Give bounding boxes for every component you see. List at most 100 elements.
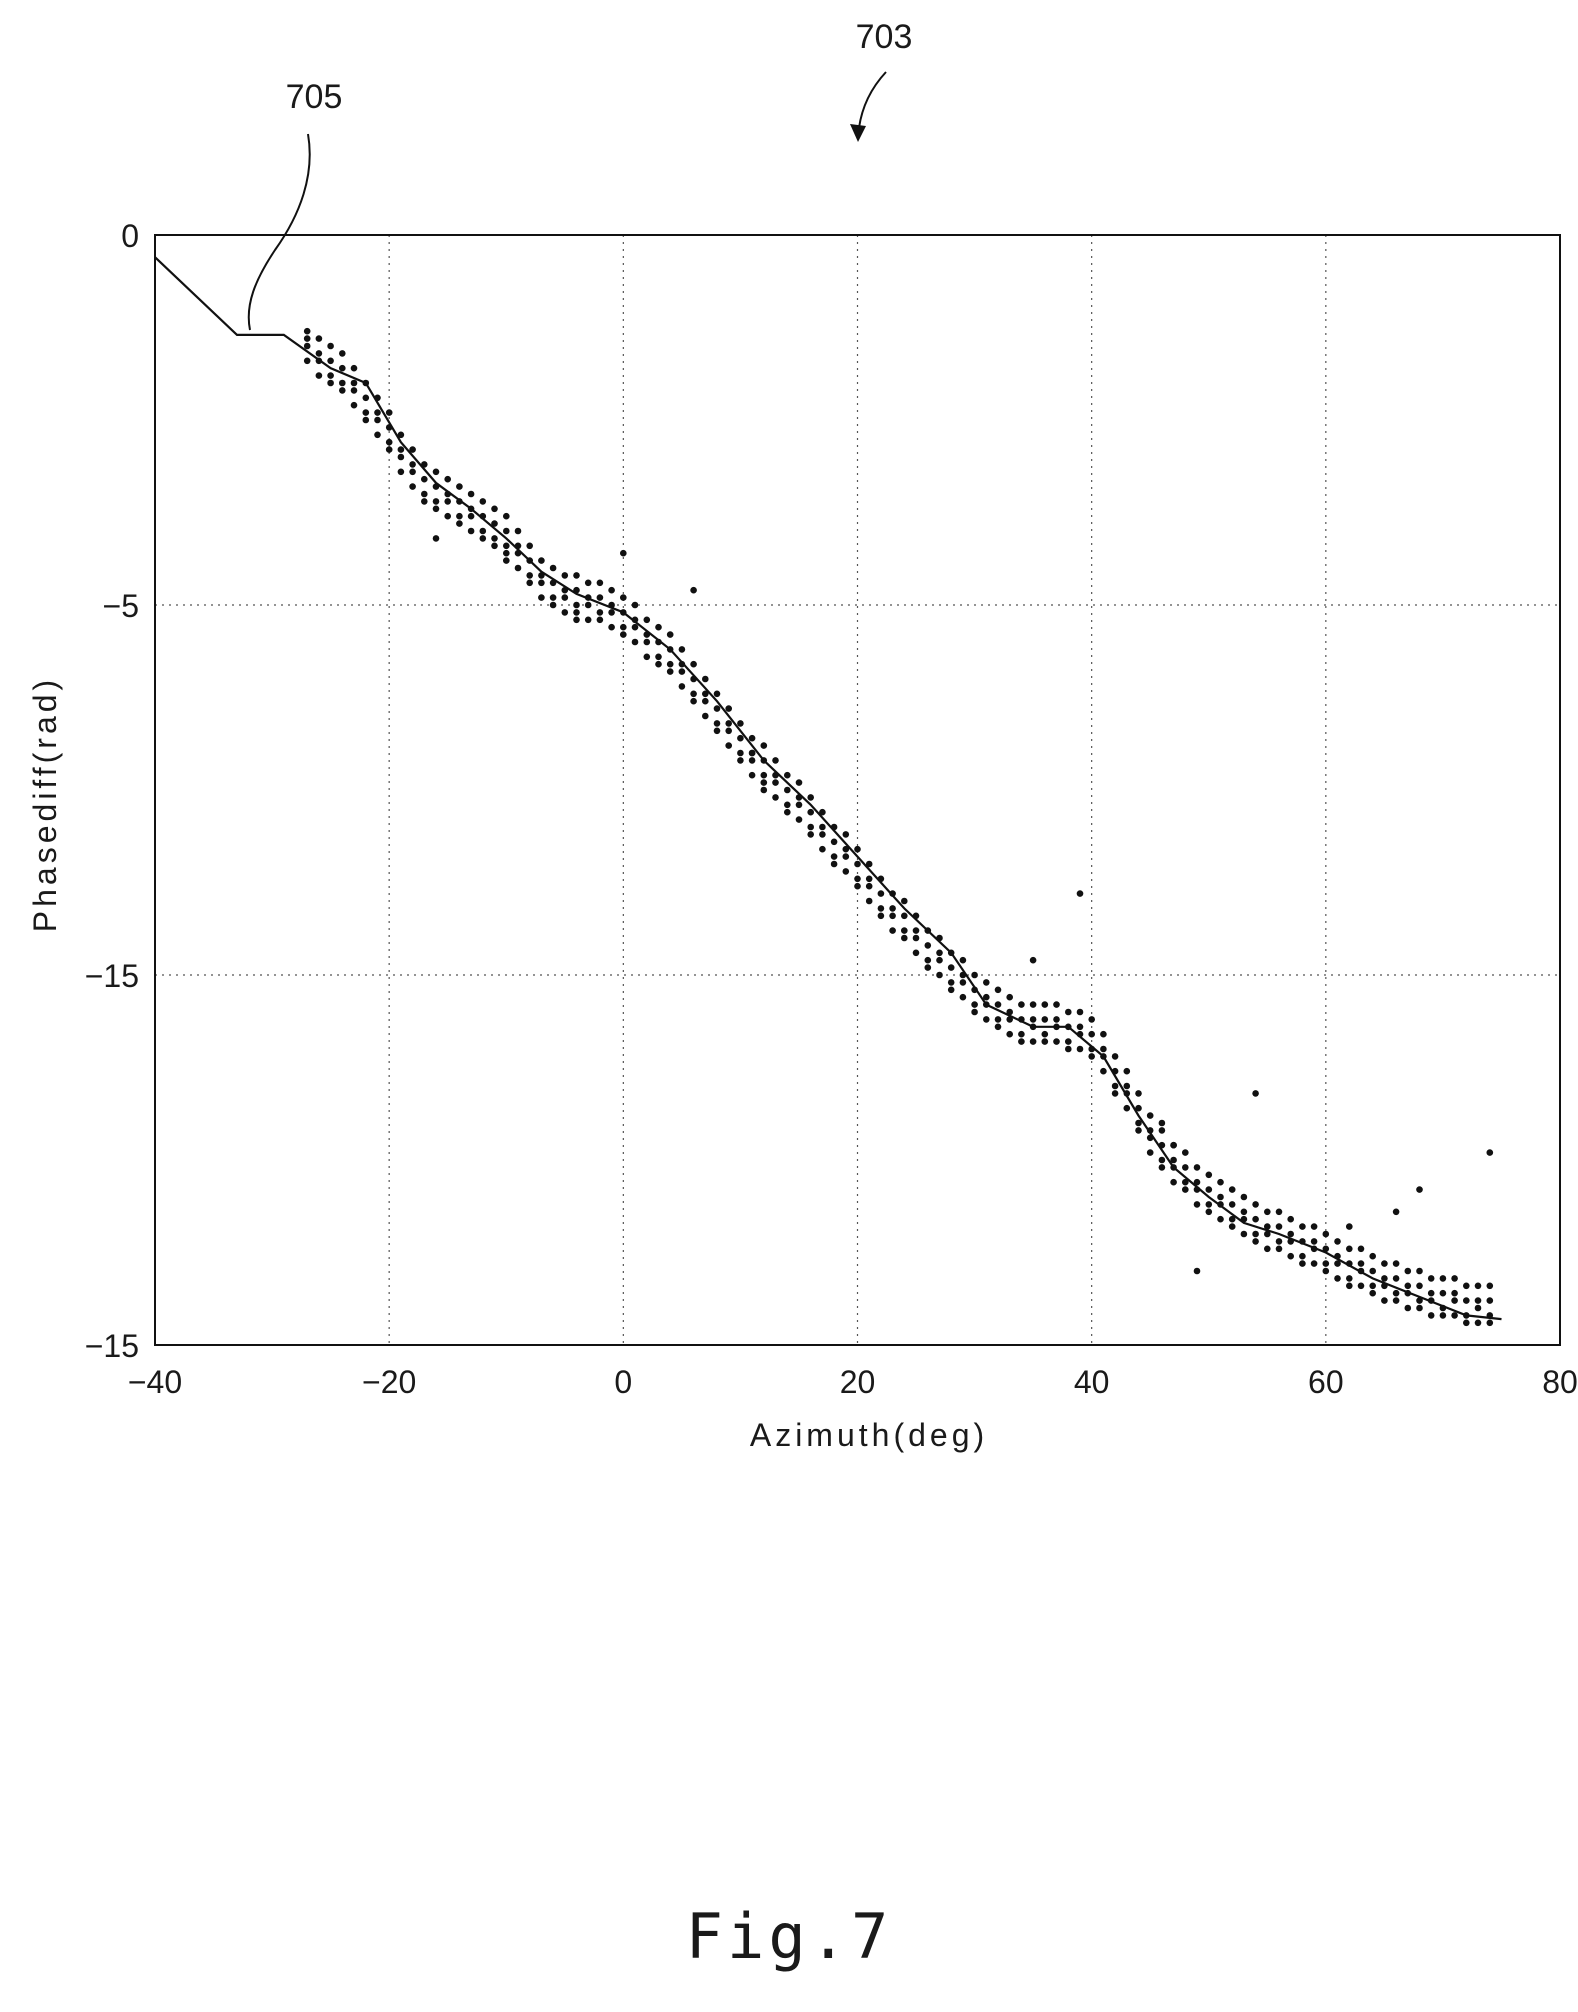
data-point: [491, 505, 498, 513]
data-point: [1205, 1201, 1213, 1208]
data-point: [385, 446, 393, 453]
data-point: [1006, 993, 1013, 1001]
data-point: [339, 364, 346, 372]
data-point: [725, 705, 732, 712]
data-point: [877, 905, 885, 912]
data-point: [1416, 1304, 1423, 1312]
data-point: [748, 757, 756, 764]
data-point: [374, 409, 381, 416]
data-point: [526, 579, 533, 587]
data-point: [1264, 1245, 1271, 1253]
data-point: [643, 638, 651, 646]
data-point: [409, 446, 416, 453]
data-point: [620, 594, 627, 601]
data-point: [584, 601, 592, 609]
data-point: [315, 350, 323, 357]
data-point: [924, 956, 932, 964]
data-point: [1299, 1260, 1306, 1267]
data-point: [1111, 1090, 1119, 1097]
data-point: [830, 853, 838, 860]
data-point: [421, 475, 428, 483]
data-point: [795, 816, 803, 823]
data-point: [830, 860, 838, 868]
data-point: [1486, 1319, 1494, 1327]
data-point: [1346, 1260, 1353, 1267]
data-point: [1088, 1053, 1095, 1060]
data-point: [936, 934, 943, 942]
data-point: [912, 949, 920, 957]
data-point: [1252, 1238, 1259, 1245]
data-point: [432, 468, 440, 476]
data-point: [596, 579, 604, 587]
data-point: [819, 831, 826, 838]
data-point: [1392, 1275, 1400, 1282]
data-point: [983, 1001, 990, 1008]
data-point: [1275, 1208, 1283, 1216]
y-axis-label: Phasediff(rad): [27, 676, 63, 932]
data-point: [1310, 1245, 1318, 1253]
data-point: [596, 616, 604, 624]
plot-frame: [154, 234, 1561, 1346]
data-point: [549, 564, 557, 572]
data-point: [584, 579, 592, 587]
data-point: [421, 461, 428, 468]
data-point: [1100, 1067, 1107, 1075]
data-point: [339, 387, 346, 394]
data-point: [1135, 1104, 1142, 1112]
data-point: [573, 616, 580, 624]
data-point: [1076, 890, 1084, 897]
data-point: [655, 660, 662, 668]
data-point: [1158, 1127, 1166, 1134]
data-point: [479, 535, 487, 542]
data-point: [1416, 1297, 1423, 1304]
data-point: [514, 527, 522, 535]
data-point: [994, 1023, 1002, 1031]
data-point: [971, 986, 978, 994]
data-point: [1322, 1245, 1330, 1253]
data-point: [1146, 1149, 1154, 1156]
data-point: [385, 409, 393, 416]
data-point: [432, 498, 440, 505]
data-point: [1439, 1289, 1447, 1297]
data-point: [432, 535, 440, 542]
data-point: [678, 668, 686, 675]
data-point: [1439, 1275, 1447, 1282]
data-point: [491, 520, 498, 527]
data-point: [912, 912, 920, 920]
data-point: [1486, 1282, 1494, 1290]
data-point: [503, 512, 510, 520]
data-point: [397, 468, 405, 476]
data-point: [1474, 1297, 1482, 1304]
data-point: [1205, 1208, 1213, 1216]
data-point: [549, 594, 557, 601]
data-point: [994, 986, 1002, 994]
x-tick-label: −20: [362, 1364, 416, 1400]
data-point: [702, 690, 709, 698]
data-point: [467, 527, 475, 535]
data-point: [1041, 1038, 1049, 1045]
data-point: [1170, 1141, 1177, 1149]
data-point: [1287, 1230, 1294, 1238]
data-point: [725, 720, 732, 727]
data-point: [1322, 1267, 1330, 1275]
data-point: [549, 601, 557, 609]
data-point: [1474, 1319, 1482, 1327]
data-point: [596, 609, 604, 616]
data-point: [1111, 1067, 1119, 1075]
data-point: [784, 801, 791, 809]
data-point: [1299, 1238, 1306, 1245]
data-point: [772, 794, 779, 801]
data-point: [1357, 1267, 1365, 1275]
data-point: [795, 779, 803, 786]
data-point: [924, 942, 932, 949]
data-point: [1252, 1201, 1259, 1208]
data-point: [1357, 1260, 1365, 1267]
data-point: [1275, 1238, 1283, 1245]
data-point: [1158, 1156, 1166, 1164]
data-point: [1381, 1297, 1388, 1304]
data-point: [503, 542, 510, 550]
data-point: [620, 623, 627, 631]
data-point: [959, 979, 967, 986]
data-point: [784, 786, 791, 794]
data-point: [491, 535, 498, 542]
